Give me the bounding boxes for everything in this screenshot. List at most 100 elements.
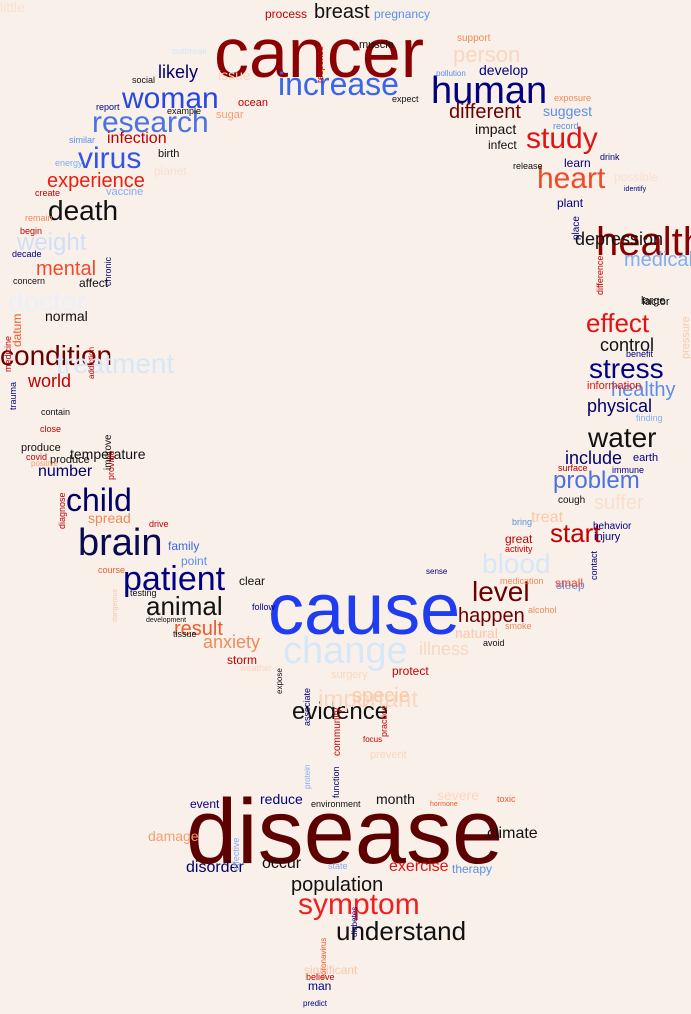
cloud-word-healthy: healthy: [611, 379, 676, 401]
cloud-word-spread: spread: [88, 510, 131, 526]
cloud-word-little: little: [0, 0, 25, 15]
cloud-word-bring: bring: [512, 517, 533, 527]
cloud-word-associate: associate: [302, 687, 312, 726]
cloud-word-include: include: [565, 448, 623, 468]
cloud-word-health: health: [596, 220, 691, 264]
cloud-word-expect: expect: [392, 94, 419, 104]
cloud-word-medication: medication: [500, 576, 544, 586]
cloud-word-energy: energy: [55, 158, 83, 168]
cloud-word-possible: possible: [614, 170, 659, 184]
cloud-word-infection: infection: [107, 130, 167, 147]
cloud-word-reduce: reduce: [260, 791, 303, 807]
cloud-word-develop: develop: [479, 62, 529, 78]
cloud-word-child: child: [66, 482, 132, 518]
cloud-word-family: family: [168, 539, 200, 553]
cloud-word-breast: breast: [314, 1, 370, 23]
cloud-word-difference: difference: [595, 255, 605, 295]
cloud-word-treatment: treatment: [56, 348, 175, 379]
cloud-word-function: function: [331, 766, 341, 798]
cloud-word-blood: blood: [482, 548, 551, 579]
cloud-word-cause: cause: [268, 570, 461, 650]
cloud-word-learn: learn: [564, 156, 591, 170]
cloud-word-predict: predict: [303, 999, 328, 1008]
cloud-word-clear: clear: [239, 574, 266, 588]
cloud-word-hormone: hormone: [430, 801, 458, 808]
cloud-word-example: example: [167, 106, 202, 116]
cloud-word-birth: birth: [158, 148, 180, 160]
cloud-word-world: world: [28, 371, 72, 391]
cloud-word-month: month: [376, 791, 415, 807]
cloud-word-release: release: [513, 161, 543, 171]
cloud-word-natural: natural: [455, 625, 498, 641]
cloud-word-produce: produce: [50, 454, 90, 466]
cloud-word-different: different: [449, 101, 521, 123]
cloud-word-addiction: addiction: [87, 346, 96, 379]
cloud-word-pressure: pressure: [680, 316, 691, 360]
cloud-word-evidence: evidence: [292, 698, 389, 725]
cloud-word-experience: experience: [47, 170, 145, 192]
cloud-word-injury: injury: [594, 531, 621, 543]
cloud-word-disorder: disorder: [186, 859, 244, 876]
cloud-word-concern: concern: [13, 276, 46, 286]
cloud-word-large: large: [641, 295, 666, 307]
cloud-word-change: change: [283, 630, 408, 672]
cloud-word-datum: datum: [10, 313, 24, 347]
cloud-word-benefit: benefit: [626, 349, 654, 359]
cloud-word-exposure: exposure: [554, 93, 592, 103]
cloud-word-ocean: ocean: [238, 97, 268, 109]
cloud-word-severe: severe: [437, 787, 480, 803]
cloud-word-cough: cough: [558, 495, 586, 506]
cloud-word-prevent: prevent: [370, 749, 407, 761]
cloud-word-expose: expose: [275, 668, 284, 695]
cloud-word-activity: activity: [505, 544, 533, 554]
cloud-word-vaccine: vaccine: [106, 186, 144, 198]
cloud-word-affect: affect: [79, 276, 109, 290]
cloud-word-event: event: [190, 797, 220, 811]
cloud-word-earth: earth: [633, 452, 659, 464]
cloud-word-climate: climate: [487, 825, 538, 842]
cloud-word-community: community: [332, 707, 343, 756]
cloud-word-covid: covid: [26, 452, 48, 462]
cloud-word-toxic: toxic: [497, 794, 516, 804]
cloud-word-protect: protect: [392, 664, 429, 678]
cloud-word-identify: identify: [624, 186, 647, 193]
cloud-word-finding: finding: [636, 413, 663, 423]
cloud-word-mental: mental: [36, 258, 97, 280]
cloud-word-remain: remain: [25, 213, 53, 223]
cloud-word-begin: begin: [20, 226, 43, 236]
cloud-word-cancer: cancer: [214, 14, 425, 92]
cloud-word-medical: medical: [624, 249, 691, 271]
cloud-word-smoke: smoke: [505, 621, 532, 631]
cloud-word-information: information: [587, 380, 642, 392]
cloud-word-effect: effect: [586, 308, 650, 338]
cloud-word-effective: effective: [231, 837, 241, 871]
cloud-word-brain: brain: [78, 522, 163, 564]
cloud-word-depression: depression: [575, 229, 664, 249]
cloud-word-occur: occur: [262, 855, 302, 872]
cloud-word-research: research: [92, 106, 209, 139]
cloud-word-support: support: [457, 33, 491, 44]
cloud-word-person: person: [453, 42, 521, 67]
cloud-word-drive: drive: [149, 519, 169, 529]
cloud-word-response: response: [315, 45, 325, 83]
cloud-word-stress: stress: [589, 353, 664, 384]
cloud-word-treat: treat: [531, 509, 564, 526]
cloud-word-suffer: suffer: [594, 492, 644, 514]
cloud-word-outbreak: outbreak: [172, 46, 208, 56]
cloud-word-immune: immune: [612, 465, 645, 475]
cloud-word-storm: storm: [227, 653, 257, 667]
cloud-word-chronic: chronic: [103, 256, 113, 286]
cloud-word-believe: believe: [306, 972, 335, 982]
cloud-word-suggest: suggest: [543, 103, 593, 119]
cloud-word-record: record: [553, 121, 579, 131]
cloud-word-important: important: [318, 686, 419, 713]
cloud-word-human: human: [431, 70, 548, 112]
cloud-word-sugar: sugar: [216, 109, 244, 121]
cloud-word-coronavirus: coronavirus: [319, 938, 328, 980]
cloud-word-pollution: pollution: [436, 69, 466, 78]
cloud-word-development: development: [146, 617, 187, 624]
cloud-word-virus: virus: [78, 142, 142, 175]
cloud-word-therapy: therapy: [452, 862, 493, 876]
cloud-word-muscle: muscle: [359, 39, 394, 51]
